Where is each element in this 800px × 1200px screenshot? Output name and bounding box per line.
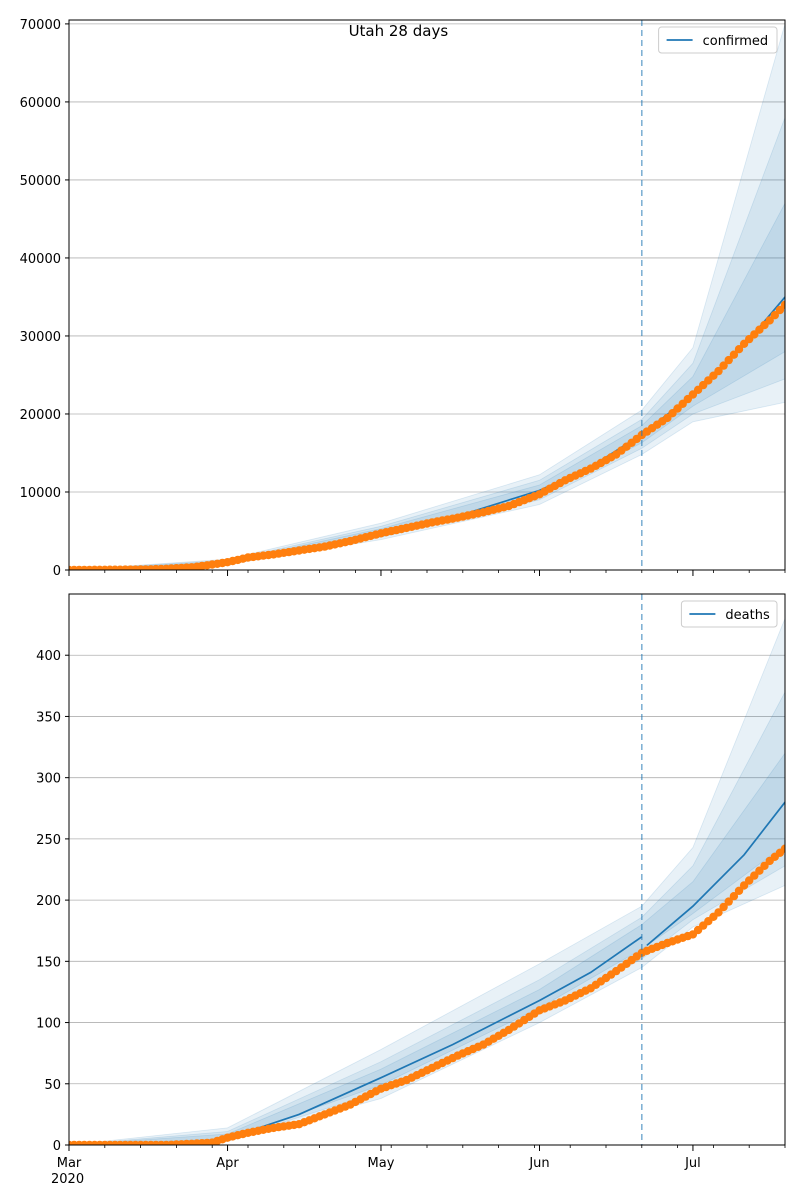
y-tick-label: 60000 xyxy=(20,96,61,111)
model-line xyxy=(646,801,785,947)
uncertainty-band xyxy=(69,117,785,570)
data-point xyxy=(714,366,723,376)
y-tick-label: 10000 xyxy=(20,486,61,501)
uncertainty-band xyxy=(69,23,785,570)
y-tick-label: 50000 xyxy=(20,174,61,189)
data-point xyxy=(780,844,785,853)
legend: deaths xyxy=(680,600,778,628)
chart-title: Utah 28 days xyxy=(349,22,449,40)
y-tick-label: 40000 xyxy=(20,252,61,267)
x-tick-label: May xyxy=(368,1156,395,1171)
y-tick-label: 50 xyxy=(44,1078,61,1093)
plot-area xyxy=(69,594,785,1145)
plot-area xyxy=(69,20,785,570)
legend-label: confirmed xyxy=(703,34,769,49)
uncertainty-band xyxy=(69,618,785,1145)
confirmed-panel: 0 10000 20000 30000 40000 50000 60000 70000 Utah… xyxy=(20,18,786,579)
uncertainty-band xyxy=(69,752,785,1145)
legend-box xyxy=(680,600,778,628)
data-point xyxy=(729,892,739,901)
data-point xyxy=(724,897,733,906)
data-point xyxy=(734,886,744,895)
y-tick-label: 0 xyxy=(53,1139,61,1154)
data-point xyxy=(719,361,728,370)
data-point xyxy=(724,355,733,365)
x-tick-label: Jun xyxy=(528,1156,549,1171)
data-point xyxy=(719,902,728,912)
data-point xyxy=(770,311,779,320)
legend: confirmed xyxy=(658,26,778,54)
y-tick-label: 100 xyxy=(36,1017,61,1032)
y-tick-label: 150 xyxy=(36,955,61,970)
x-year-label: 2020 xyxy=(51,1172,84,1187)
x-tick-label: Apr xyxy=(216,1156,239,1171)
legend-label: deaths xyxy=(725,608,770,623)
y-tick-label: 400 xyxy=(36,649,61,664)
y-tick-label: 0 xyxy=(53,564,61,579)
deaths-panel: 0 50 100 150 200 250 300 350 400 Mar Apr May Jun Jul 2… xyxy=(36,593,786,1187)
data-point xyxy=(729,350,739,359)
x-tick-label: Jul xyxy=(684,1156,701,1171)
x-tick-label: Mar xyxy=(57,1156,82,1171)
data-point xyxy=(775,305,785,315)
data-point xyxy=(734,345,744,354)
y-tick-label: 70000 xyxy=(20,18,61,33)
y-tick-label: 200 xyxy=(36,894,61,909)
y-tick-label: 20000 xyxy=(20,408,61,423)
y-tick-label: 350 xyxy=(36,710,61,725)
data-point xyxy=(714,908,723,917)
data-point xyxy=(765,316,774,325)
y-tick-label: 30000 xyxy=(20,330,61,345)
data-point xyxy=(780,300,785,309)
legend-box xyxy=(658,26,778,54)
axes-frame xyxy=(68,19,786,571)
y-tick-label: 300 xyxy=(36,772,61,787)
y-tick-label: 250 xyxy=(36,833,61,848)
